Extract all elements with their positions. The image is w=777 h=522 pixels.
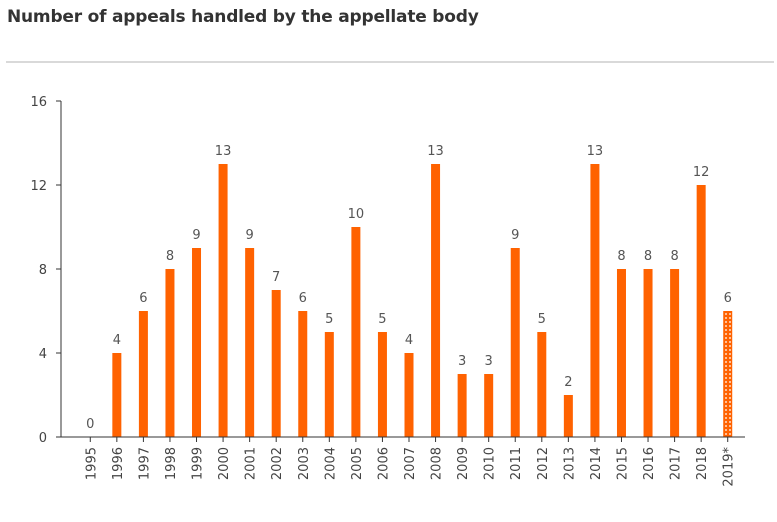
bar-2010 (484, 374, 494, 437)
data-label-2004: 5 (325, 312, 333, 327)
data-label-2014: 13 (587, 144, 604, 159)
data-label-2009: 3 (458, 354, 466, 369)
x-tick-label-2002: 2002 (270, 447, 285, 480)
x-tick-label-2014: 2014 (589, 447, 604, 480)
y-tick-label: 0 (39, 431, 47, 446)
data-label-1998: 8 (166, 249, 174, 264)
data-label-2016: 8 (644, 249, 652, 264)
bar-1999 (192, 248, 202, 437)
bar-1998 (165, 269, 175, 437)
bar-1996 (112, 353, 122, 437)
bar-2005 (351, 227, 361, 437)
y-tick-label: 4 (39, 347, 47, 362)
data-label-1995: 0 (86, 417, 94, 432)
x-tick-label-2012: 2012 (536, 447, 551, 480)
x-tick-label-1999: 1999 (191, 447, 206, 480)
data-label-2002: 7 (272, 270, 280, 285)
x-tick-label-2009: 2009 (456, 447, 471, 480)
data-label-1996: 4 (113, 333, 121, 348)
data-label-1997: 6 (139, 291, 147, 306)
data-label-2017: 8 (670, 249, 678, 264)
data-label-2012: 5 (538, 312, 546, 327)
x-tick-label-1997: 1997 (137, 447, 152, 480)
data-label-2006: 5 (378, 312, 386, 327)
data-label-2007: 4 (405, 333, 413, 348)
bar-2001 (245, 248, 255, 437)
x-tick-label-2018: 2018 (695, 447, 710, 480)
x-tick-label-1995: 1995 (84, 447, 99, 480)
x-tick-label-1996: 1996 (111, 447, 126, 480)
x-tick-label-2001: 2001 (244, 447, 259, 480)
chart-title: Number of appeals handled by the appella… (7, 7, 479, 27)
bar-2003 (298, 311, 308, 437)
data-label-2008: 13 (427, 144, 444, 159)
bar-2014 (590, 164, 600, 437)
data-label-2003: 6 (299, 291, 307, 306)
bar-2013 (563, 395, 573, 437)
x-tick-label-2004: 2004 (323, 447, 338, 480)
bar-2008 (431, 164, 441, 437)
data-label-2015: 8 (617, 249, 625, 264)
data-label-2013: 2 (564, 375, 572, 390)
x-tick-label-1998: 1998 (164, 447, 179, 480)
x-tick-label-2003: 2003 (297, 447, 312, 480)
y-tick-label: 12 (30, 179, 47, 194)
data-label-1999: 9 (192, 228, 200, 243)
title-divider (6, 61, 774, 63)
bar-2019* (723, 311, 733, 437)
x-tick-label-2011: 2011 (509, 447, 524, 480)
x-tick-label-2005: 2005 (350, 447, 365, 480)
bar-2012 (537, 332, 547, 437)
y-tick-label: 8 (39, 263, 47, 278)
bar-2017 (670, 269, 680, 437)
bar-1997 (138, 311, 148, 437)
data-label-2000: 13 (215, 144, 232, 159)
bar-2002 (271, 290, 281, 437)
x-tick-label-2008: 2008 (430, 447, 445, 480)
bar-2006 (377, 332, 387, 437)
x-tick-label-2007: 2007 (403, 447, 418, 480)
x-tick-label-2017: 2017 (669, 447, 684, 480)
data-label-2005: 10 (348, 207, 365, 222)
y-tick-label: 16 (30, 95, 47, 110)
x-tick-label-2006: 2006 (376, 447, 391, 480)
data-label-2001: 9 (245, 228, 253, 243)
data-label-2019*: 6 (724, 291, 732, 306)
data-label-2010: 3 (485, 354, 493, 369)
bar-2000 (218, 164, 228, 437)
bar-2011 (510, 248, 520, 437)
data-label-2018: 12 (693, 165, 710, 180)
x-tick-label-2013: 2013 (562, 447, 577, 480)
bar-2015 (616, 269, 626, 437)
data-label-2011: 9 (511, 228, 519, 243)
x-tick-label-2015: 2015 (615, 447, 630, 480)
x-tick-label-2019*: 2019* (722, 447, 737, 487)
x-tick-label-2000: 2000 (217, 447, 232, 480)
bar-2018 (696, 185, 706, 437)
x-tick-label-2016: 2016 (642, 447, 657, 480)
bar-2007 (404, 353, 414, 437)
bar-2016 (643, 269, 653, 437)
x-tick-label-2010: 2010 (483, 447, 498, 480)
bar-2004 (324, 332, 334, 437)
bar-2009 (457, 374, 467, 437)
